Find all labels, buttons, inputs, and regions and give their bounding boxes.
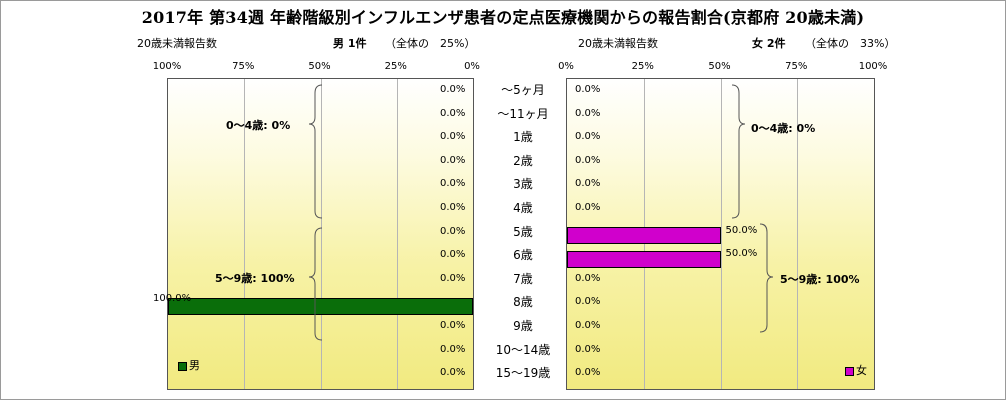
female-legend-swatch [845, 366, 854, 376]
right-gridline [720, 79, 722, 389]
right-group-label-0-4: 0～4歳: 0% [751, 122, 816, 135]
age-label: 10～14歳 [495, 342, 551, 357]
male-data-label: 0.0% [440, 272, 466, 284]
age-label: 8歳 [513, 295, 533, 310]
male-data-label: 0.0% [440, 131, 466, 143]
left-gridline [396, 79, 398, 389]
right-gridline [797, 79, 799, 389]
left-tick-label: 50% [308, 61, 331, 72]
age-label: ～5ヶ月 [501, 83, 545, 97]
male-legend: 男 [178, 357, 200, 373]
age-label: ～11ヶ月 [497, 106, 549, 121]
female-data-label: 0.0% [575, 367, 601, 379]
female-data-label: 0.0% [575, 343, 601, 355]
age-label: 3歳 [513, 177, 533, 192]
left-tick-label: 0% [464, 61, 480, 72]
male-data-label: 0.0% [440, 320, 466, 331]
left-series-count: 男 1件 [333, 37, 367, 50]
age-label: 6歳 [513, 248, 533, 263]
female-data-label: 0.0% [575, 320, 601, 331]
right-series-count: 女 2件 [752, 37, 786, 50]
right-tick-label: 75% [785, 61, 808, 72]
age-label: 15～19歳 [495, 366, 551, 381]
female-data-label: 0.0% [575, 272, 601, 284]
male-data-label: 0.0% [440, 367, 466, 379]
female-data-label: 0.0% [575, 202, 601, 213]
chart-title: 2017年 第34週 年齢階級別インフルエンザ患者の定点医療機関からの報告割合(… [141, 8, 865, 27]
age-label: 7歳 [513, 271, 533, 286]
female-data-label: 0.0% [575, 107, 601, 119]
male-bar [168, 297, 473, 315]
right-tick-label: 50% [708, 61, 731, 72]
age-label: 9歳 [513, 319, 533, 333]
male-legend-label: 男 [189, 359, 200, 372]
male-data-label: 0.0% [440, 154, 466, 166]
left-brace-0-4 [308, 84, 323, 219]
female-data-label: 0.0% [575, 84, 601, 95]
right-brace-0-4 [731, 84, 746, 219]
left-group-label-0-4: 0～4歳: 0% [226, 119, 291, 132]
left-tick-label: 25% [384, 61, 407, 72]
right-share: （全体の 33%） [805, 37, 896, 50]
left-group-label-5-9: 5～9歳: 100% [215, 272, 295, 285]
female-legend: 女 [845, 362, 867, 378]
male-plot-area [167, 78, 474, 390]
female-plot-area [566, 78, 875, 390]
male-data-label: 0.0% [440, 202, 466, 213]
right-tick-label: 0% [558, 61, 574, 72]
age-label: 1歳 [513, 130, 533, 145]
right-brace-5-9 [759, 223, 774, 333]
female-data-label: 0.0% [575, 296, 601, 308]
right-group-label-5-9: 5～9歳: 100% [780, 273, 860, 286]
left-gridline [320, 79, 322, 389]
female-data-label: 50.0% [725, 224, 758, 236]
age-label: 2歳 [513, 153, 533, 168]
age-label: 4歳 [513, 201, 533, 215]
male-data-label: 100.0% [153, 293, 192, 305]
left-tick-label: 100% [152, 61, 182, 72]
female-data-label: 0.0% [575, 131, 601, 143]
left-caption: 20歳未満報告数 [137, 37, 217, 50]
left-brace-5-9 [308, 227, 323, 341]
male-data-label: 0.0% [440, 84, 466, 95]
male-data-label: 0.0% [440, 249, 466, 261]
female-data-label: 50.0% [725, 248, 758, 260]
male-data-label: 0.0% [440, 343, 466, 355]
male-data-label: 0.0% [440, 178, 466, 190]
left-share: （全体の 25%） [385, 37, 476, 50]
right-tick-label: 25% [631, 61, 654, 72]
left-gridline [244, 79, 246, 389]
right-caption: 20歳未満報告数 [578, 37, 658, 50]
female-data-label: 0.0% [575, 154, 601, 166]
female-bar [567, 226, 721, 244]
male-data-label: 0.0% [440, 225, 466, 237]
female-legend-label: 女 [856, 364, 867, 377]
left-tick-label: 75% [232, 61, 255, 72]
age-label: 5歳 [513, 224, 533, 239]
female-bar [567, 250, 721, 268]
female-data-label: 0.0% [575, 178, 601, 190]
right-tick-label: 100% [858, 61, 888, 72]
male-data-label: 0.0% [440, 107, 466, 119]
male-legend-swatch [178, 361, 187, 371]
